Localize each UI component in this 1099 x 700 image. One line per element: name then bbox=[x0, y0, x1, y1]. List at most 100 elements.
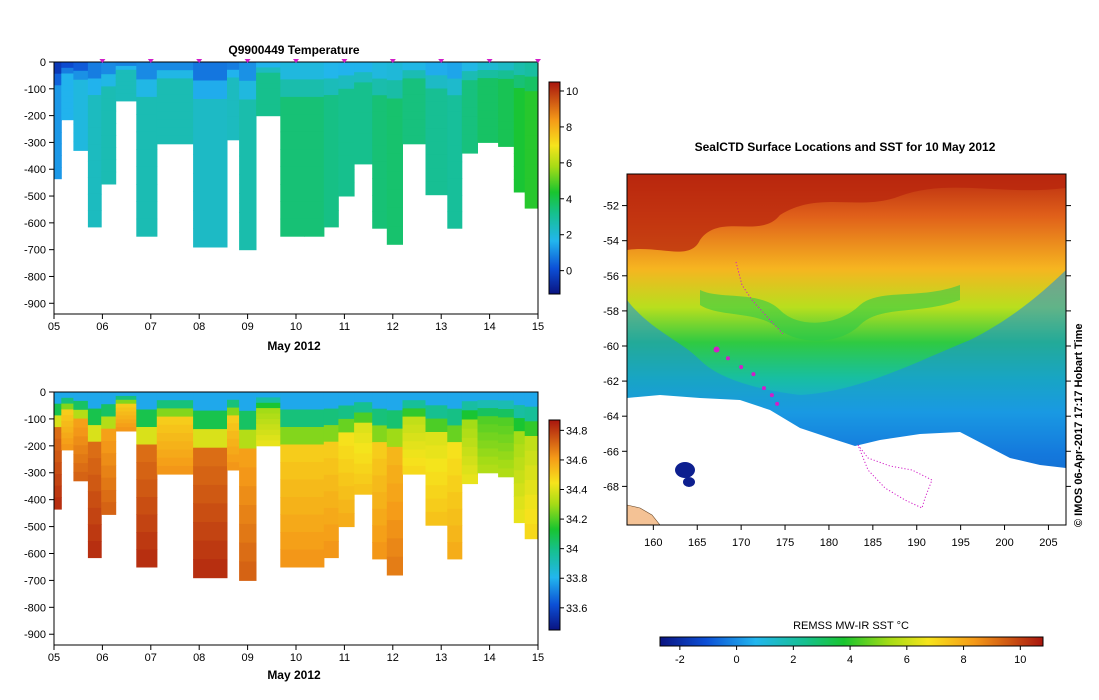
profile-cell bbox=[498, 78, 515, 88]
profile-cell bbox=[280, 497, 305, 515]
depth-tick-label: -500 bbox=[24, 191, 46, 203]
profile-cell bbox=[101, 477, 117, 491]
profile-cell bbox=[461, 62, 478, 72]
profile-cell bbox=[524, 178, 538, 194]
profile-cell bbox=[354, 92, 373, 104]
profile-cell bbox=[402, 392, 426, 401]
profile-cell bbox=[461, 144, 478, 154]
profile-cell bbox=[524, 164, 538, 180]
profile-cell bbox=[425, 432, 448, 446]
profile-cell bbox=[338, 75, 355, 90]
profile-cell bbox=[524, 76, 538, 92]
profile-cell bbox=[354, 463, 373, 475]
profile-cell bbox=[227, 100, 240, 110]
profile-cell bbox=[61, 96, 74, 103]
profile-cell bbox=[101, 465, 117, 479]
profile-cell bbox=[338, 115, 355, 130]
profile-cell bbox=[323, 127, 339, 145]
profile-cell bbox=[477, 118, 499, 127]
profile-cell bbox=[193, 136, 228, 155]
sst-colorbar-tick-label: 10 bbox=[1014, 654, 1026, 666]
profile-cell bbox=[498, 392, 515, 401]
profile-cell bbox=[386, 171, 403, 191]
profile-cell bbox=[304, 392, 325, 410]
temperature-colorbar bbox=[548, 81, 561, 295]
profile-cell bbox=[101, 123, 117, 136]
profile-cell bbox=[354, 484, 373, 495]
profile-cell bbox=[156, 424, 194, 434]
profile-cell bbox=[156, 392, 194, 401]
profile-cell bbox=[239, 561, 257, 581]
profile-cell bbox=[524, 480, 538, 496]
profile-cell bbox=[402, 416, 426, 426]
date-tick-label: 13 bbox=[435, 652, 447, 664]
profile-cell bbox=[73, 427, 89, 437]
profile-cell bbox=[372, 78, 388, 96]
profile-cell bbox=[386, 153, 403, 172]
profile-cell bbox=[156, 119, 194, 128]
seal-locations bbox=[713, 346, 780, 406]
profile-cell bbox=[280, 409, 305, 428]
profile-cell bbox=[477, 102, 499, 111]
profile-cell bbox=[323, 95, 339, 112]
profile-cell bbox=[323, 425, 339, 443]
profile-cell bbox=[73, 454, 89, 464]
temperature-section bbox=[54, 62, 538, 251]
profile-cell bbox=[73, 471, 89, 482]
profile-cell bbox=[513, 179, 526, 193]
profile-cell bbox=[87, 95, 102, 112]
profile-cell bbox=[304, 532, 325, 550]
profile-cell bbox=[61, 409, 74, 416]
surface-marker bbox=[341, 59, 348, 63]
profile-cell bbox=[477, 78, 499, 87]
profile-cell bbox=[136, 114, 158, 133]
profile-cell bbox=[61, 420, 74, 428]
profile-cell bbox=[73, 97, 89, 107]
colorbar-tick-label: 34.6 bbox=[566, 455, 587, 467]
profile-cell bbox=[461, 80, 478, 90]
profile-cell bbox=[447, 458, 463, 476]
profile-cell bbox=[338, 513, 355, 528]
profile-cell bbox=[304, 444, 325, 463]
profile-cell bbox=[61, 67, 74, 75]
profile-cell bbox=[101, 502, 117, 515]
profile-cell bbox=[87, 111, 102, 129]
profile-cell bbox=[524, 193, 538, 209]
profile-cell bbox=[101, 441, 117, 454]
profile-cell bbox=[193, 228, 228, 248]
profile-cell bbox=[156, 62, 194, 71]
latitude-tick-label: -68 bbox=[603, 481, 619, 493]
profile-cell bbox=[524, 465, 538, 481]
profile-cell bbox=[304, 409, 325, 428]
profile-cell bbox=[256, 440, 281, 447]
profile-cell bbox=[323, 474, 339, 492]
profile-cell bbox=[101, 392, 117, 405]
profile-cell bbox=[354, 62, 373, 73]
profile-cell bbox=[156, 465, 194, 475]
surface-marker bbox=[389, 59, 396, 63]
profile-cell bbox=[513, 166, 526, 180]
profile-cell bbox=[461, 71, 478, 81]
profile-cell bbox=[115, 62, 137, 67]
profile-cell bbox=[193, 503, 228, 523]
profile-cell bbox=[227, 407, 240, 416]
temperature-colorbar-ticks: 10 8 6 4 2 0 bbox=[560, 86, 578, 278]
date-tick-label: 11 bbox=[339, 321, 350, 333]
profile-cell bbox=[54, 415, 62, 428]
profile-cell bbox=[54, 167, 62, 180]
map-longitude-axis: 160 165 170 175 180 185 190 195 200 205 bbox=[644, 525, 1058, 549]
profile-cell bbox=[87, 392, 102, 410]
profile-cell bbox=[87, 160, 102, 178]
profile-cell bbox=[323, 78, 339, 96]
profile-cell bbox=[513, 483, 526, 497]
sst-colorbar-tick-label: 2 bbox=[790, 654, 796, 666]
profile-cell bbox=[477, 464, 499, 474]
profile-cell bbox=[101, 453, 117, 466]
profile-cell bbox=[239, 505, 257, 525]
profile-cell bbox=[73, 141, 89, 151]
profile-cell bbox=[227, 415, 240, 424]
profile-cell bbox=[513, 88, 526, 102]
profile-cell bbox=[477, 440, 499, 449]
profile-cell bbox=[524, 105, 538, 121]
profile-cell bbox=[115, 415, 137, 420]
